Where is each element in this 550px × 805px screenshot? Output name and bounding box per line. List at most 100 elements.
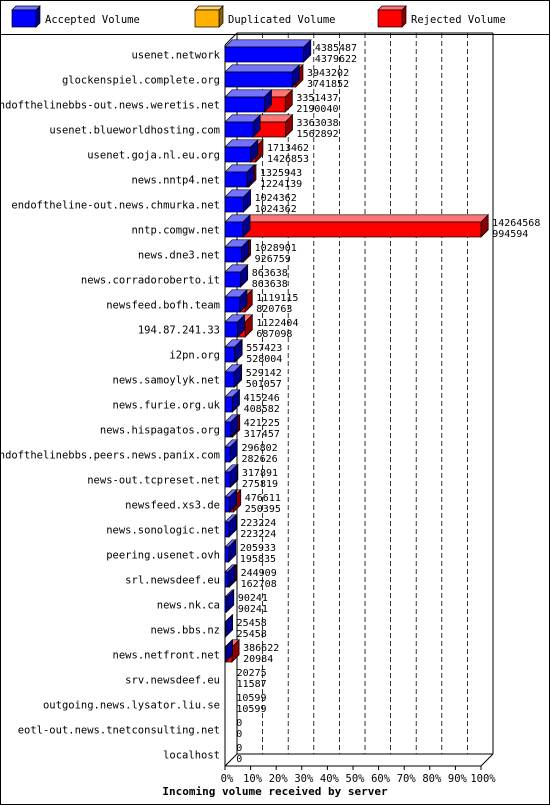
category-label: peering.usenet.ovh [106, 550, 220, 562]
value-accepted-label: 994594 [492, 229, 528, 240]
value-total-label: 20275 [237, 668, 267, 679]
category-label: eotl-out.news.tnetconsulting.net [18, 725, 220, 737]
category-label: news.sonologic.net [106, 525, 220, 537]
value-total-label: 0 [236, 743, 242, 754]
bar-accepted-front [224, 121, 254, 138]
bar-accepted-front [224, 596, 227, 613]
category-label: usenet.goja.nl.eu.org [87, 150, 220, 162]
category-label: endoftheline-out.news.chmurka.net [11, 200, 220, 212]
legend-swatch-0 [11, 5, 41, 28]
bar-accepted [224, 463, 238, 488]
category-label: news.furie.org.uk [113, 400, 221, 412]
category-label: endofthelinebbs.peers.news.panix.com [0, 450, 220, 462]
value-accepted-label: 1426853 [267, 154, 309, 165]
x-tick-label: 60% [371, 773, 391, 785]
value-accepted-label: 1562892 [297, 129, 339, 140]
value-accepted-label: 11587 [237, 679, 267, 690]
value-total-label: 415246 [244, 393, 280, 404]
value-accepted-label: 195835 [240, 554, 276, 565]
value-total-label: 205933 [240, 543, 276, 554]
bar-accepted [224, 388, 241, 413]
value-total-label: 3943202 [307, 68, 349, 79]
value-accepted-label: 687098 [256, 329, 292, 340]
category-label: news.bbs.nz [150, 625, 220, 637]
category-label: usenet.blueworldhosting.com [49, 125, 220, 137]
floor-left-edge [224, 753, 238, 767]
value-total-label: 3363038 [297, 118, 339, 129]
bar-accepted-top [224, 39, 312, 48]
bar-accepted-front [224, 571, 229, 588]
value-total-label: 14264568 [492, 218, 540, 229]
x-tick-label: 70% [397, 773, 417, 785]
bar-accepted [224, 538, 237, 563]
x-axis-title: Incoming volume received by server [162, 785, 388, 798]
bar-accepted-front [224, 46, 304, 63]
x-tick-label: 20% [269, 773, 289, 785]
bar-accepted-front [224, 71, 293, 88]
bar-accepted-front [224, 146, 251, 163]
bar-accepted-top [224, 89, 273, 98]
value-total-label: 1119115 [256, 293, 298, 304]
category-label: news.nk.ca [157, 600, 220, 612]
bar-accepted [224, 213, 251, 238]
value-total-label: 1325943 [260, 168, 302, 179]
value-accepted-label: 4379622 [315, 54, 357, 65]
x-tick-label: 30% [294, 773, 314, 785]
legend-swatch-2-front [377, 9, 403, 28]
bar-accepted [224, 263, 249, 288]
category-label: news.netfront.net [113, 650, 220, 662]
value-accepted-label: 275819 [242, 479, 278, 490]
category-label: news-out.tcpreset.net [87, 475, 220, 487]
bar-accepted-top [224, 64, 301, 73]
legend: Accepted Volume Duplicated Volume Rejected… [11, 5, 506, 28]
bar-accepted [224, 313, 246, 338]
legend-swatch-2 [377, 5, 407, 28]
bar-accepted-front [224, 246, 242, 263]
category-label: newsfeed.xs3.de [125, 500, 220, 512]
category-label: news.dne3.net [138, 250, 220, 262]
category-label: nntp.comgw.net [131, 225, 220, 237]
value-accepted-label: 926759 [255, 254, 291, 265]
value-accepted-label: 1024362 [255, 204, 297, 215]
value-total-label: 1122404 [256, 318, 298, 329]
value-total-label: 296802 [242, 443, 278, 454]
value-total-label: 557423 [246, 343, 282, 354]
value-accepted-label: 0 [236, 729, 242, 740]
bar-accepted-front [224, 346, 235, 363]
bar-accepted-front [224, 471, 231, 488]
value-accepted-label: 250395 [245, 504, 281, 515]
floor-right-edge [480, 753, 494, 767]
category-label: localhost [163, 750, 220, 762]
value-accepted-label: 20984 [243, 654, 273, 665]
value-total-label: 1713462 [267, 143, 309, 154]
bar-accepted-front [224, 521, 230, 538]
bar-accepted [224, 188, 252, 213]
x-tick-label: 0% [221, 773, 234, 785]
value-accepted-label: 501057 [246, 379, 282, 390]
bar-accepted [224, 338, 243, 363]
bar-accepted-front [224, 421, 232, 438]
category-label: 194.87.241.33 [138, 325, 220, 337]
bar-accepted [224, 413, 239, 438]
category-label: srl.newsdeef.eu [125, 575, 220, 587]
bar-accepted [224, 363, 243, 388]
x-tick-label: 40% [320, 773, 340, 785]
bar-rejected-top [242, 214, 490, 223]
bar-accepted [224, 588, 235, 613]
category-label: usenet.network [131, 50, 220, 62]
value-total-label: 0 [236, 718, 242, 729]
category-label: outgoing.news.lysator.liu.se [43, 700, 220, 712]
bar-rejected [252, 113, 294, 138]
bar-accepted [224, 513, 238, 538]
bar-rejected-front [242, 221, 482, 238]
value-accepted-label: 162708 [241, 579, 277, 590]
value-total-label: 476611 [245, 493, 281, 504]
value-accepted-label: 1224139 [260, 179, 302, 190]
bar-accepted [224, 488, 238, 513]
bar-accepted [224, 88, 273, 113]
value-total-label: 244909 [241, 568, 277, 579]
value-total-label: 529142 [246, 368, 282, 379]
value-accepted-label: 90241 [238, 604, 268, 615]
category-label: news.hispagatos.org [100, 425, 220, 437]
